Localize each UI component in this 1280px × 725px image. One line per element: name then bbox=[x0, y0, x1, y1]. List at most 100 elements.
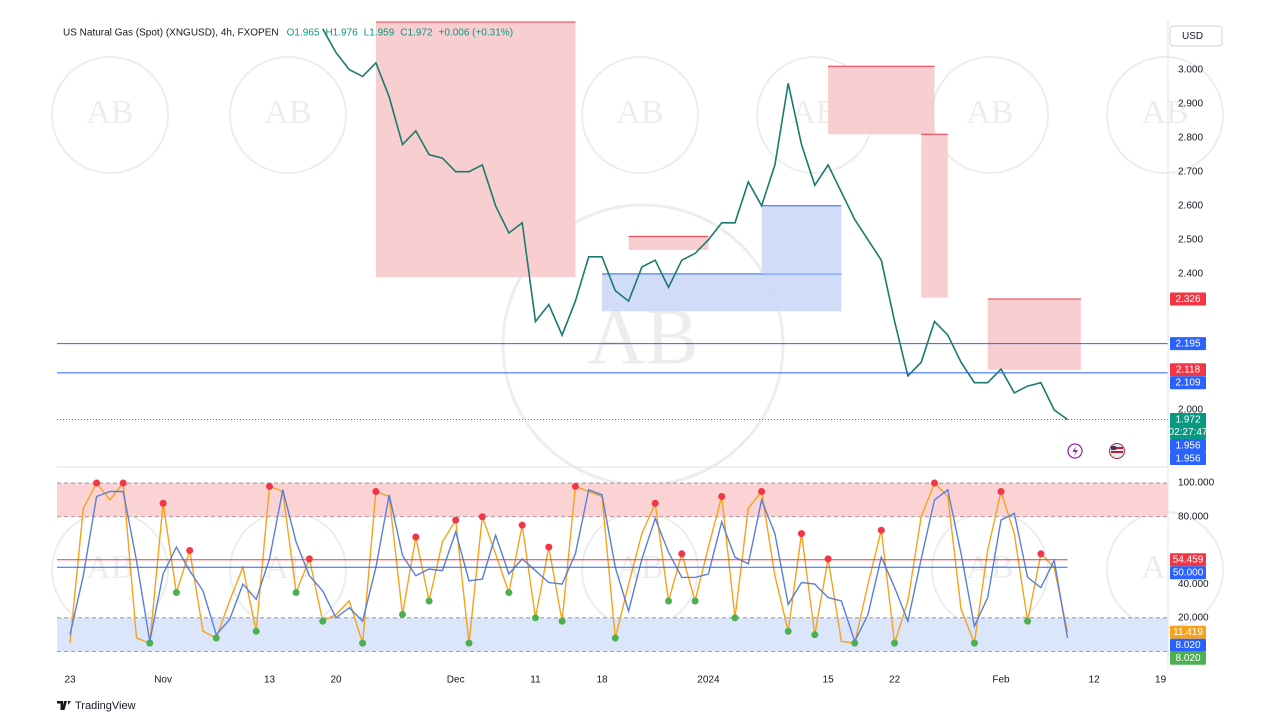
price-badge-label: 1.972 bbox=[1175, 414, 1200, 425]
zone bbox=[828, 66, 935, 135]
peak-dot bbox=[266, 482, 273, 490]
legend-value: O1.965 bbox=[287, 28, 320, 39]
legend-value: L1.959 bbox=[364, 28, 395, 39]
trough-dot bbox=[558, 617, 566, 625]
event-icon[interactable] bbox=[1109, 443, 1125, 459]
watermark-ring bbox=[229, 56, 347, 174]
peak-dot bbox=[305, 555, 313, 563]
price-badge bbox=[1170, 376, 1206, 390]
peak-dot bbox=[997, 487, 1005, 495]
x-tick-label: 13 bbox=[264, 675, 276, 686]
x-tick-label: 18 bbox=[596, 675, 608, 686]
legend-value: C1.972 bbox=[400, 28, 433, 39]
trough-dot bbox=[611, 634, 619, 642]
trough-dot bbox=[465, 639, 473, 647]
price-badge bbox=[1170, 438, 1206, 452]
trough-dot bbox=[146, 639, 154, 647]
brand-logo[interactable]: TradingView bbox=[57, 700, 136, 712]
currency-box[interactable] bbox=[1169, 25, 1223, 47]
x-tick-label: 22 bbox=[889, 675, 901, 686]
currency: USD bbox=[1182, 31, 1203, 42]
x-tick-label: Feb bbox=[992, 675, 1010, 686]
trough-dot bbox=[811, 631, 819, 639]
y-tick-label: 2.800 bbox=[1178, 132, 1203, 143]
watermark-text: AB bbox=[1141, 94, 1188, 131]
price-badge-label: 11.419 bbox=[1173, 627, 1203, 638]
chart-title: US Natural Gas (Spot) (XNGUSD), 4h, FXOP… bbox=[63, 28, 279, 39]
zone bbox=[921, 134, 948, 298]
price-badge bbox=[1170, 625, 1206, 639]
y-tick-label: 2.900 bbox=[1178, 98, 1203, 109]
alert-icon[interactable] bbox=[1067, 443, 1083, 459]
trough-dot bbox=[851, 639, 859, 647]
price-badge-label: 2.195 bbox=[1175, 339, 1200, 350]
price-badge bbox=[1170, 412, 1206, 439]
price-badge bbox=[1170, 451, 1206, 465]
peak-dot bbox=[718, 493, 726, 501]
price-badge-label: 2.118 bbox=[1176, 365, 1201, 376]
peak-dot bbox=[931, 479, 938, 487]
y-tick-label: 2.700 bbox=[1178, 166, 1203, 177]
price-badge-label: 8.020 bbox=[1175, 640, 1200, 651]
x-tick-label: 15 bbox=[823, 675, 835, 686]
x-tick-label: 20 bbox=[330, 675, 342, 686]
zone bbox=[628, 236, 709, 251]
peak-dot bbox=[798, 530, 805, 538]
zone bbox=[375, 22, 576, 278]
trough-dot bbox=[532, 614, 539, 622]
trough-dot bbox=[665, 597, 672, 605]
trough-dot bbox=[784, 627, 792, 635]
trough-dot bbox=[399, 610, 406, 618]
trough-dot bbox=[172, 589, 180, 597]
x-tick-label: 19 bbox=[1155, 675, 1167, 686]
watermark-ring bbox=[1106, 56, 1224, 174]
plot-layer: 2.000 2.400 2.500 2.600 2.700 2.800 2.900 3.000… bbox=[57, 21, 1215, 686]
peak-dot bbox=[119, 479, 127, 487]
trough-dot bbox=[505, 589, 513, 597]
peak-dot bbox=[877, 526, 885, 534]
series-line bbox=[69, 481, 1069, 646]
price-badge bbox=[1170, 651, 1206, 665]
price-badge bbox=[1170, 292, 1206, 306]
series-line bbox=[322, 28, 1068, 421]
peak-dot bbox=[651, 499, 659, 507]
price-badge-label: 2.109 bbox=[1175, 378, 1200, 389]
watermark-text: AB bbox=[616, 94, 663, 131]
trough-dot bbox=[731, 614, 739, 622]
peak-dot bbox=[93, 479, 101, 487]
price-badge bbox=[1170, 566, 1206, 580]
trough-dot bbox=[970, 639, 978, 647]
x-tick-label: 23 bbox=[64, 675, 76, 686]
peak-dot bbox=[518, 521, 526, 529]
price-badge-label: 50.000 bbox=[1173, 568, 1204, 579]
peak-dot bbox=[186, 546, 194, 554]
watermark-ring bbox=[51, 56, 169, 174]
x-tick-label: Nov bbox=[154, 675, 172, 686]
y-tick-label: 2.400 bbox=[1178, 268, 1203, 279]
trough-dot bbox=[212, 634, 220, 642]
price-badge-label: 1.956 bbox=[1175, 453, 1200, 464]
peak-dot bbox=[159, 499, 167, 507]
countdown: 02:27:47 bbox=[1169, 427, 1208, 438]
y-tick-label: 20.000 bbox=[1178, 612, 1209, 623]
zone bbox=[987, 299, 1081, 370]
x-tick-label: 12 bbox=[1089, 675, 1101, 686]
zone bbox=[602, 273, 842, 312]
peak-dot bbox=[678, 550, 686, 558]
peak-dot bbox=[1037, 550, 1045, 558]
band bbox=[57, 617, 1168, 652]
price-badge bbox=[1170, 337, 1206, 351]
trough-dot bbox=[691, 597, 699, 605]
zone bbox=[761, 205, 842, 274]
peak-dot bbox=[452, 516, 460, 524]
price-badge-label: 8.020 bbox=[1175, 653, 1200, 664]
watermark-ring bbox=[581, 56, 699, 174]
trough-dot bbox=[425, 597, 433, 605]
peak-dot bbox=[412, 533, 420, 541]
series-line bbox=[69, 488, 1069, 644]
y-tick-label: 3.000 bbox=[1178, 64, 1203, 75]
legend-value: +0.006 (+0.31%) bbox=[439, 28, 514, 39]
price-badge-label: 1.956 bbox=[1175, 440, 1200, 451]
